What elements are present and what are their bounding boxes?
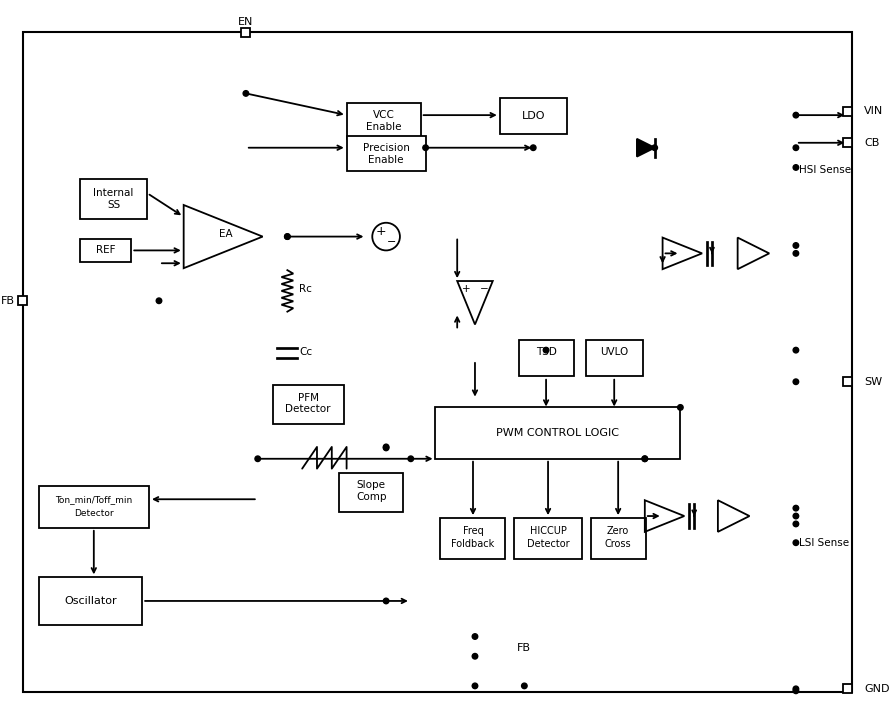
Text: Enable: Enable: [368, 155, 404, 165]
Circle shape: [793, 347, 798, 353]
Bar: [843, 377, 852, 386]
Text: Precision: Precision: [363, 142, 410, 153]
Bar: [843, 107, 852, 116]
Circle shape: [383, 598, 388, 604]
Polygon shape: [637, 139, 655, 157]
Circle shape: [383, 445, 388, 450]
Circle shape: [642, 456, 648, 461]
Text: TSD: TSD: [535, 347, 557, 357]
Bar: [80, 239, 131, 262]
Bar: [347, 103, 421, 139]
Bar: [19, 296, 27, 305]
Circle shape: [793, 688, 798, 693]
Text: CB: CB: [864, 138, 879, 147]
Text: UVLO: UVLO: [600, 347, 628, 357]
Text: Slope: Slope: [356, 480, 386, 490]
Bar: [585, 341, 642, 376]
Text: FB: FB: [518, 643, 531, 654]
Circle shape: [793, 686, 798, 692]
Bar: [273, 385, 344, 424]
Circle shape: [793, 379, 798, 385]
Text: SS: SS: [107, 200, 120, 210]
Text: HICCUP: HICCUP: [529, 526, 567, 536]
Bar: [241, 27, 250, 37]
Bar: [339, 473, 403, 512]
Text: Zero: Zero: [607, 526, 629, 536]
Circle shape: [793, 165, 798, 170]
Circle shape: [793, 145, 798, 150]
Text: Internal: Internal: [94, 188, 134, 198]
Circle shape: [408, 456, 413, 461]
Text: Comp: Comp: [356, 492, 387, 502]
Bar: [38, 577, 143, 625]
Text: Foldback: Foldback: [452, 539, 495, 549]
Text: Detector: Detector: [527, 539, 569, 549]
Circle shape: [255, 456, 260, 461]
Bar: [843, 685, 852, 693]
Circle shape: [793, 251, 798, 256]
Circle shape: [284, 234, 290, 239]
Circle shape: [383, 444, 388, 450]
Circle shape: [521, 683, 527, 688]
Circle shape: [677, 405, 683, 410]
Bar: [347, 136, 426, 171]
Text: Detector: Detector: [285, 404, 331, 414]
Circle shape: [284, 234, 290, 239]
Circle shape: [652, 145, 658, 150]
Text: Cᴄ: Cᴄ: [299, 347, 313, 357]
Text: PWM CONTROL LOGIC: PWM CONTROL LOGIC: [496, 428, 619, 438]
Bar: [436, 408, 681, 459]
Text: +: +: [376, 225, 387, 238]
Circle shape: [472, 634, 478, 639]
Text: −: −: [387, 236, 396, 247]
Circle shape: [423, 145, 429, 150]
Text: Rᴄ: Rᴄ: [299, 284, 312, 294]
Bar: [500, 98, 567, 134]
Text: FB: FB: [1, 296, 15, 306]
Bar: [592, 518, 646, 560]
Text: Detector: Detector: [74, 508, 114, 518]
Bar: [519, 341, 574, 376]
Circle shape: [793, 505, 798, 511]
Text: GND: GND: [864, 684, 889, 694]
Bar: [80, 179, 147, 219]
Circle shape: [472, 654, 478, 659]
Text: −: −: [479, 284, 488, 294]
Text: LSI Sense: LSI Sense: [799, 538, 849, 548]
Circle shape: [642, 456, 648, 461]
Circle shape: [530, 145, 536, 150]
Text: Oscillator: Oscillator: [64, 596, 117, 606]
Text: SW: SW: [864, 377, 882, 387]
Circle shape: [793, 513, 798, 519]
Text: HSI Sense: HSI Sense: [799, 166, 851, 176]
Text: VIN: VIN: [864, 106, 883, 116]
Text: REF: REF: [96, 245, 116, 255]
Bar: [843, 138, 852, 147]
Bar: [514, 518, 582, 560]
Text: Freq: Freq: [462, 526, 484, 536]
Text: EN: EN: [238, 17, 254, 27]
Circle shape: [243, 90, 249, 96]
Circle shape: [793, 521, 798, 526]
Circle shape: [544, 347, 549, 353]
Bar: [38, 487, 149, 528]
Text: PFM: PFM: [298, 393, 319, 403]
Text: +: +: [462, 284, 470, 294]
Circle shape: [793, 112, 798, 118]
Text: Cross: Cross: [605, 539, 632, 549]
Text: LDO: LDO: [521, 111, 545, 121]
Text: Ton_min/Toff_min: Ton_min/Toff_min: [55, 495, 133, 504]
Text: Enable: Enable: [366, 122, 402, 132]
Circle shape: [793, 540, 798, 545]
Circle shape: [793, 243, 798, 248]
Bar: [440, 518, 504, 560]
Circle shape: [472, 683, 478, 688]
Circle shape: [156, 298, 162, 304]
Text: EA: EA: [219, 228, 233, 239]
Text: VCC: VCC: [373, 110, 395, 120]
